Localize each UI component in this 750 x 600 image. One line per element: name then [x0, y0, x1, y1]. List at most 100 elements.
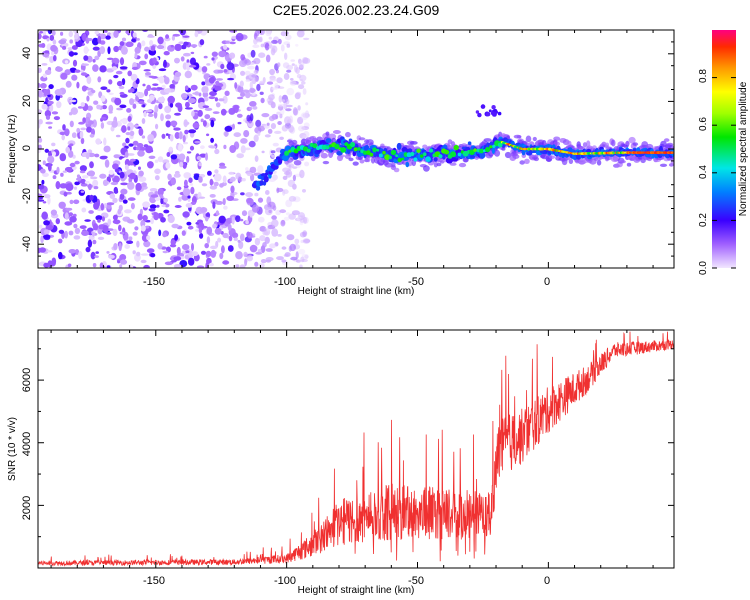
spectrogram-cell	[252, 44, 260, 48]
spectrogram-cell	[209, 185, 218, 190]
spectrogram-cell	[115, 70, 123, 75]
spectrogram-cell	[384, 154, 390, 161]
spectrogram-cell	[194, 31, 199, 38]
spectrogram-cell	[79, 225, 87, 230]
spectrogram-cell	[340, 147, 347, 153]
spectrogram-cell	[233, 132, 242, 138]
spectrogram-cell	[209, 91, 217, 97]
spectrogram-cell	[325, 145, 330, 150]
spectrogram-cell	[67, 263, 72, 268]
spectrogram-cell	[170, 154, 178, 160]
spectrogram-cell	[182, 244, 190, 251]
spectrogram-cell	[215, 102, 221, 108]
spectrogram-cell	[165, 114, 172, 120]
spectrogram-cell	[73, 199, 80, 205]
spectrogram-cell	[260, 259, 267, 264]
spectrogram-cell	[288, 115, 293, 123]
spectrogram-cell	[141, 118, 146, 124]
bottom-y-tick-label: 2000	[21, 496, 33, 520]
spectrogram-cell	[264, 42, 270, 51]
spectrogram-cell	[124, 151, 129, 158]
spectrogram-cell	[178, 131, 183, 140]
spectrogram-cell	[214, 173, 222, 182]
spectrogram-cell	[63, 191, 68, 197]
spectrogram-cell	[458, 162, 467, 168]
spectrogram-cell	[202, 120, 207, 127]
spectrogram-cell	[92, 59, 96, 63]
spectrogram-cell	[170, 243, 177, 248]
spectrogram-cell	[187, 98, 196, 104]
spectrogram-cell	[93, 202, 100, 210]
spectrogram-cell	[372, 147, 377, 153]
spectrogram-cell	[38, 184, 45, 190]
spectrogram-cell	[188, 257, 195, 266]
spectrogram-cell	[112, 214, 118, 221]
spectrogram-cell	[87, 105, 93, 111]
spectrogram-cell	[224, 131, 229, 137]
spectrogram-cell	[142, 83, 146, 87]
spectrogram-cell	[259, 235, 266, 242]
spectrogram-cell	[232, 104, 240, 110]
spectrogram-cell	[397, 157, 402, 163]
spectrogram-cell	[283, 216, 290, 221]
spectrogram-cell	[267, 128, 273, 134]
spectrogram-cell	[222, 232, 229, 239]
spectrogram-cell	[97, 35, 102, 44]
spectrogram-cell	[135, 182, 142, 192]
spectrogram-cell	[40, 83, 47, 89]
spectrogram-cell	[223, 44, 228, 50]
spectrogram-cell	[55, 181, 61, 190]
spectrogram-cell	[191, 243, 194, 251]
spectrogram-cell	[206, 236, 211, 244]
spectrogram-cell	[214, 148, 220, 155]
spectrogram-cell	[208, 262, 214, 267]
spectrogram-cell	[184, 129, 189, 135]
spectrogram-cell	[229, 145, 237, 153]
spectrogram-cell	[220, 63, 225, 70]
spectrogram-cell	[51, 142, 56, 147]
spectrogram-cell	[142, 215, 148, 221]
spectrogram-cell	[112, 197, 118, 203]
spectrogram-cell	[288, 124, 294, 133]
spectrogram-cell	[74, 33, 79, 40]
spectrogram-cell	[51, 30, 56, 36]
colorbar-tick-label: 0.8	[698, 69, 709, 83]
spectrogram-cell	[185, 101, 190, 108]
colorbar-tick-label: 0.6	[698, 117, 709, 131]
spectrogram-cell	[135, 78, 140, 85]
bottom-y-axis-label: SNR (10 * v/v)	[7, 417, 18, 481]
spectrogram-cell	[245, 79, 250, 82]
spectrogram-cell	[69, 216, 77, 223]
spectrogram-cell	[178, 143, 183, 152]
spectrogram-cell	[235, 251, 243, 260]
spectrogram-cell	[192, 92, 200, 95]
spectrogram-cell	[266, 122, 270, 126]
spectrogram-cell	[119, 57, 125, 66]
spectrogram-cell	[64, 128, 70, 137]
spectrogram-cell	[45, 224, 54, 231]
spectrogram-cell	[284, 150, 290, 156]
spectrogram-cell	[284, 52, 288, 60]
spectrogram-cell	[207, 170, 212, 176]
spectrogram-cell	[78, 251, 83, 260]
spectrogram-cell	[134, 226, 139, 231]
spectrogram-cell	[269, 68, 275, 76]
spectrogram-cell	[44, 69, 52, 76]
spectrogram-cell	[129, 158, 136, 162]
spectrogram-cell	[64, 166, 73, 173]
spectrogram-cell	[348, 157, 354, 162]
spectrogram-cell	[237, 85, 244, 93]
spectrogram-cell	[157, 156, 164, 163]
spectrogram-cell	[304, 161, 310, 167]
spectrogram-cell	[80, 190, 85, 193]
spectrogram-cell	[55, 66, 63, 72]
spectrogram-cell	[292, 166, 298, 169]
spectrogram-cell	[140, 225, 146, 232]
spectrogram-cell	[134, 52, 138, 59]
snr-series-line	[38, 331, 674, 567]
spectrogram-cell	[246, 171, 253, 177]
spectrogram-cell	[44, 148, 49, 153]
spectrogram-cell	[246, 255, 253, 262]
spectrogram-cell	[156, 204, 160, 208]
spectrogram-cell	[140, 259, 147, 264]
